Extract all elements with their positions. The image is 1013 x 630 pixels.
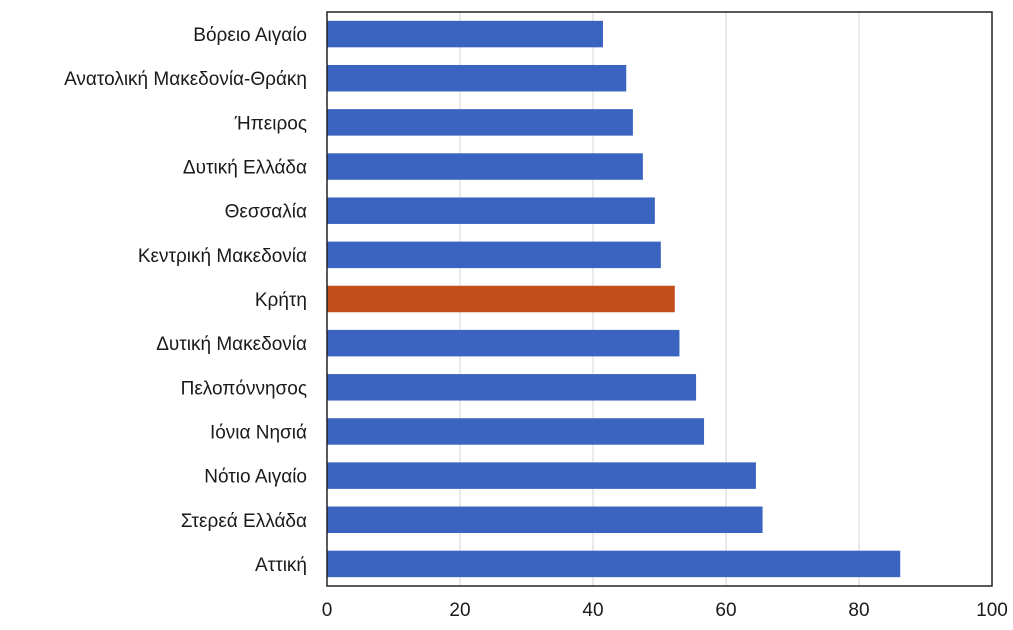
category-label: Αττική xyxy=(255,555,307,576)
category-labels: Βόρειο Αιγαίο Ανατολική Μακεδονία-Θράκη Ήπ… xyxy=(64,25,307,576)
category-label: Δυτική Ελλάδα xyxy=(183,158,307,179)
bar-4 xyxy=(327,197,655,224)
bar-3 xyxy=(327,153,643,180)
bar-12 xyxy=(327,550,901,578)
category-label: Ήπειρος xyxy=(234,113,307,134)
category-label: Ανατολική Μακεδονία-Θράκη xyxy=(64,69,307,90)
x-tick-label: 0 xyxy=(322,600,333,621)
bar-7 xyxy=(327,329,680,357)
bar-9 xyxy=(327,418,705,445)
category-label: Ιόνια Νησιά xyxy=(210,422,307,443)
category-label: Θεσσαλία xyxy=(225,202,307,223)
bar-10 xyxy=(327,462,756,489)
category-label: Βόρειο Αιγαίο xyxy=(193,25,307,46)
bars xyxy=(327,20,901,578)
category-label: Νότιο Αιγαίο xyxy=(204,467,307,488)
category-label: Πελοπόννησος xyxy=(181,378,307,399)
x-tick-label: 80 xyxy=(848,600,869,621)
category-label: Στερεά Ελλάδα xyxy=(181,511,307,532)
category-label: Κρήτη xyxy=(255,290,307,311)
category-label: Δυτική Μακεδονία xyxy=(156,334,307,355)
plot-frame xyxy=(326,11,993,587)
x-tick-label: 60 xyxy=(715,600,736,621)
bar-1 xyxy=(327,64,627,92)
bar-2 xyxy=(327,109,633,136)
x-tick-label: 40 xyxy=(582,600,603,621)
bar-5 xyxy=(327,241,661,269)
bar-8 xyxy=(327,374,697,401)
bar-0 xyxy=(327,20,603,48)
x-tick-label: 20 xyxy=(449,600,470,621)
x-tick-labels: 0 20 40 60 80 100 xyxy=(322,600,1008,621)
bar-11 xyxy=(327,506,763,534)
category-label: Κεντρική Μακεδονία xyxy=(138,246,307,267)
bar-6 xyxy=(327,285,675,313)
x-tick-label: 100 xyxy=(976,600,1008,621)
